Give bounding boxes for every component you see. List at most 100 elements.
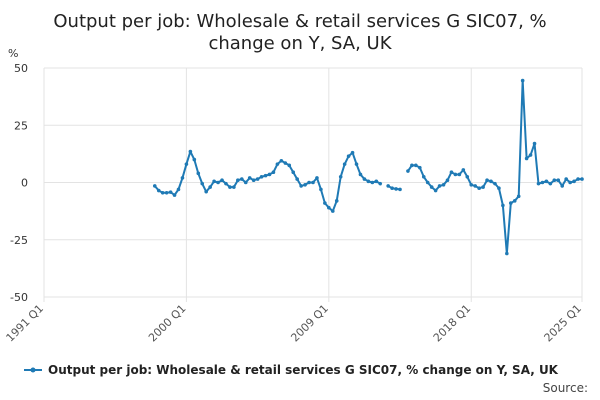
data-point[interactable] — [532, 141, 537, 146]
data-point[interactable] — [568, 180, 572, 185]
data-point[interactable] — [481, 185, 485, 189]
data-point[interactable] — [176, 187, 181, 192]
data-point[interactable] — [220, 178, 224, 183]
data-point[interactable] — [232, 185, 236, 189]
data-point[interactable] — [433, 188, 438, 193]
data-point[interactable] — [453, 172, 458, 177]
data-point[interactable] — [429, 185, 434, 189]
data-point[interactable] — [374, 179, 379, 184]
data-point[interactable] — [425, 180, 430, 185]
data-point[interactable] — [216, 180, 220, 185]
data-point[interactable] — [275, 162, 280, 166]
data-point[interactable] — [168, 190, 173, 194]
data-point[interactable] — [516, 194, 521, 199]
data-point[interactable] — [362, 177, 367, 181]
data-point[interactable] — [350, 150, 355, 155]
data-point[interactable] — [512, 199, 517, 203]
data-point[interactable] — [251, 178, 256, 183]
data-point[interactable] — [172, 193, 177, 197]
data-point[interactable] — [497, 186, 501, 191]
data-point[interactable] — [457, 172, 462, 177]
data-point[interactable] — [441, 182, 446, 187]
data-point[interactable] — [576, 177, 580, 181]
data-point[interactable] — [508, 201, 513, 205]
data-point[interactable] — [560, 184, 565, 188]
data-point[interactable] — [501, 203, 505, 208]
data-point[interactable] — [418, 165, 422, 170]
data-point[interactable] — [283, 161, 288, 165]
data-point[interactable] — [342, 162, 347, 166]
legend[interactable]: Output per job: Wholesale & retail servi… — [24, 363, 559, 377]
data-point[interactable] — [224, 181, 228, 186]
data-point[interactable] — [473, 184, 477, 188]
data-point[interactable] — [334, 199, 339, 203]
data-point[interactable] — [267, 172, 272, 177]
data-point[interactable] — [247, 176, 252, 180]
data-point[interactable] — [212, 179, 216, 184]
data-point[interactable] — [152, 184, 157, 188]
data-point[interactable] — [552, 178, 557, 183]
data-point[interactable] — [493, 181, 497, 186]
data-point[interactable] — [524, 156, 529, 161]
data-point[interactable] — [208, 185, 212, 189]
data-point[interactable] — [505, 251, 509, 256]
data-point[interactable] — [239, 177, 244, 181]
data-point[interactable] — [520, 78, 525, 83]
data-point[interactable] — [156, 188, 161, 193]
data-point[interactable] — [338, 174, 343, 179]
data-point[interactable] — [386, 184, 390, 188]
data-point[interactable] — [410, 163, 414, 168]
data-point[interactable] — [346, 154, 351, 158]
data-point[interactable] — [461, 168, 466, 172]
data-point[interactable] — [295, 177, 299, 181]
data-point[interactable] — [421, 174, 426, 179]
data-point[interactable] — [255, 177, 260, 181]
data-point[interactable] — [366, 179, 371, 184]
data-point[interactable] — [548, 181, 553, 186]
data-point[interactable] — [544, 179, 549, 184]
data-point[interactable] — [572, 179, 576, 184]
data-point[interactable] — [279, 158, 284, 163]
data-point[interactable] — [323, 201, 327, 205]
data-point[interactable] — [160, 191, 165, 195]
data-point[interactable] — [370, 180, 375, 185]
data-point[interactable] — [528, 153, 533, 157]
data-point[interactable] — [449, 170, 454, 174]
data-point[interactable] — [204, 189, 208, 194]
data-point[interactable] — [540, 180, 545, 185]
data-point[interactable] — [564, 177, 568, 181]
data-point[interactable] — [287, 163, 292, 168]
data-point[interactable] — [243, 180, 248, 185]
data-point[interactable] — [311, 180, 315, 185]
data-point[interactable] — [489, 179, 493, 184]
data-point[interactable] — [188, 149, 193, 154]
data-point[interactable] — [319, 187, 323, 192]
data-point[interactable] — [180, 176, 185, 180]
data-point[interactable] — [477, 186, 481, 191]
data-point[interactable] — [315, 176, 319, 180]
data-point[interactable] — [354, 162, 359, 166]
data-point[interactable] — [390, 186, 394, 191]
data-point[interactable] — [259, 174, 264, 179]
data-point[interactable] — [330, 209, 335, 213]
data-point[interactable] — [469, 182, 474, 187]
data-point[interactable] — [299, 184, 303, 188]
data-point[interactable] — [236, 178, 240, 183]
data-point[interactable] — [184, 162, 189, 166]
data-point[interactable] — [398, 187, 402, 192]
data-point[interactable] — [291, 170, 296, 174]
data-point[interactable] — [307, 180, 311, 185]
data-point[interactable] — [465, 174, 470, 179]
data-point[interactable] — [327, 205, 331, 210]
data-point[interactable] — [200, 181, 205, 186]
data-point[interactable] — [406, 169, 410, 173]
data-point[interactable] — [485, 178, 489, 183]
data-point[interactable] — [358, 172, 363, 177]
data-point[interactable] — [445, 178, 450, 183]
data-point[interactable] — [378, 181, 383, 186]
data-point[interactable] — [394, 187, 398, 191]
data-point[interactable] — [271, 170, 276, 174]
data-point[interactable] — [414, 163, 418, 168]
data-point[interactable] — [536, 181, 541, 186]
data-point[interactable] — [192, 157, 197, 162]
